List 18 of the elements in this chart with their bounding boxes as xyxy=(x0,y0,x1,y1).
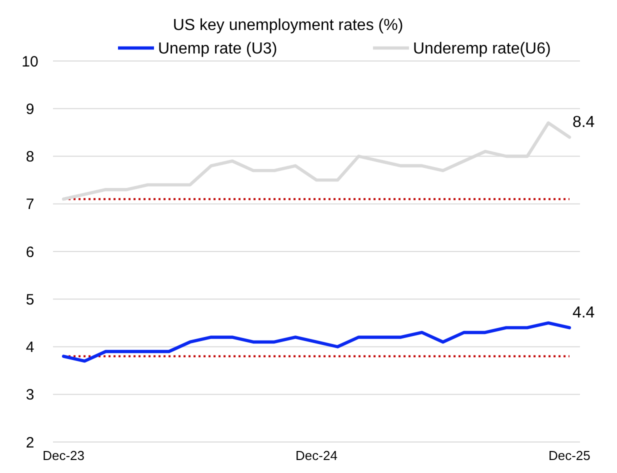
y-tick-label: 4 xyxy=(26,339,34,356)
x-tick-label: Dec-25 xyxy=(548,448,590,463)
y-tick-label: 6 xyxy=(26,244,34,261)
y-tick-label: 10 xyxy=(22,53,38,70)
annotation: 4.4 xyxy=(572,304,595,322)
y-tick-label: 5 xyxy=(26,291,34,308)
y-tick-label: 7 xyxy=(26,196,34,214)
chart-title: US key unemployment rates (%) xyxy=(172,17,404,34)
x-tick-label: Dec-24 xyxy=(296,448,338,463)
annotation: 8.4 xyxy=(572,114,595,132)
legend-label: Underemp rate(U6) xyxy=(413,40,551,58)
legend-label: Unemp rate (U3) xyxy=(158,40,278,58)
y-tick-label: 9 xyxy=(26,100,34,118)
line-series xyxy=(62,321,572,363)
y-tick-label: 2 xyxy=(26,434,34,452)
y-tick-label: 8 xyxy=(26,148,34,166)
y-tick-label: 3 xyxy=(26,386,34,404)
x-tick-label: Dec-23 xyxy=(42,448,84,463)
